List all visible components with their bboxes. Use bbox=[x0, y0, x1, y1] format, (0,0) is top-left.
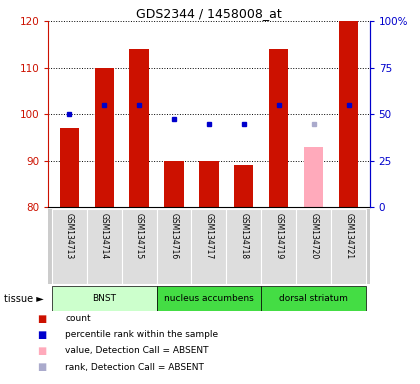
Text: dorsal striatum: dorsal striatum bbox=[279, 294, 348, 303]
Bar bbox=[129, 49, 149, 207]
Bar bbox=[261, 209, 296, 284]
Bar bbox=[296, 209, 331, 284]
Bar bbox=[52, 209, 87, 284]
Bar bbox=[157, 209, 192, 284]
Text: GSM134713: GSM134713 bbox=[65, 213, 74, 259]
Text: ■: ■ bbox=[37, 330, 47, 340]
Text: rank, Detection Call = ABSENT: rank, Detection Call = ABSENT bbox=[65, 362, 204, 372]
Bar bbox=[226, 209, 261, 284]
Bar bbox=[94, 68, 114, 207]
Text: nucleus accumbens: nucleus accumbens bbox=[164, 294, 254, 303]
Bar bbox=[60, 128, 79, 207]
Bar bbox=[339, 21, 358, 207]
Bar bbox=[52, 286, 157, 311]
Bar bbox=[269, 49, 289, 207]
Bar bbox=[200, 161, 218, 207]
Text: GSM134717: GSM134717 bbox=[205, 213, 213, 259]
Bar bbox=[304, 147, 323, 207]
Text: GSM134718: GSM134718 bbox=[239, 213, 248, 259]
Text: value, Detection Call = ABSENT: value, Detection Call = ABSENT bbox=[65, 346, 209, 356]
Text: BNST: BNST bbox=[92, 294, 116, 303]
Text: GSM134719: GSM134719 bbox=[274, 213, 284, 259]
Title: GDS2344 / 1458008_at: GDS2344 / 1458008_at bbox=[136, 7, 282, 20]
Text: GSM134715: GSM134715 bbox=[134, 213, 144, 259]
Text: tissue ►: tissue ► bbox=[4, 293, 44, 304]
Text: GSM134721: GSM134721 bbox=[344, 213, 353, 259]
Text: GSM134716: GSM134716 bbox=[170, 213, 178, 259]
Text: ■: ■ bbox=[37, 346, 47, 356]
Bar bbox=[164, 161, 184, 207]
Text: ■: ■ bbox=[37, 314, 47, 324]
Bar bbox=[192, 209, 226, 284]
Text: GSM134720: GSM134720 bbox=[309, 213, 318, 259]
Bar bbox=[331, 209, 366, 284]
Text: ■: ■ bbox=[37, 362, 47, 372]
Text: percentile rank within the sample: percentile rank within the sample bbox=[65, 330, 218, 339]
Bar bbox=[122, 209, 157, 284]
Text: count: count bbox=[65, 314, 91, 323]
Bar bbox=[87, 209, 122, 284]
Text: GSM134714: GSM134714 bbox=[100, 213, 109, 259]
Bar bbox=[234, 166, 254, 207]
Bar bbox=[261, 286, 366, 311]
Bar bbox=[157, 286, 261, 311]
